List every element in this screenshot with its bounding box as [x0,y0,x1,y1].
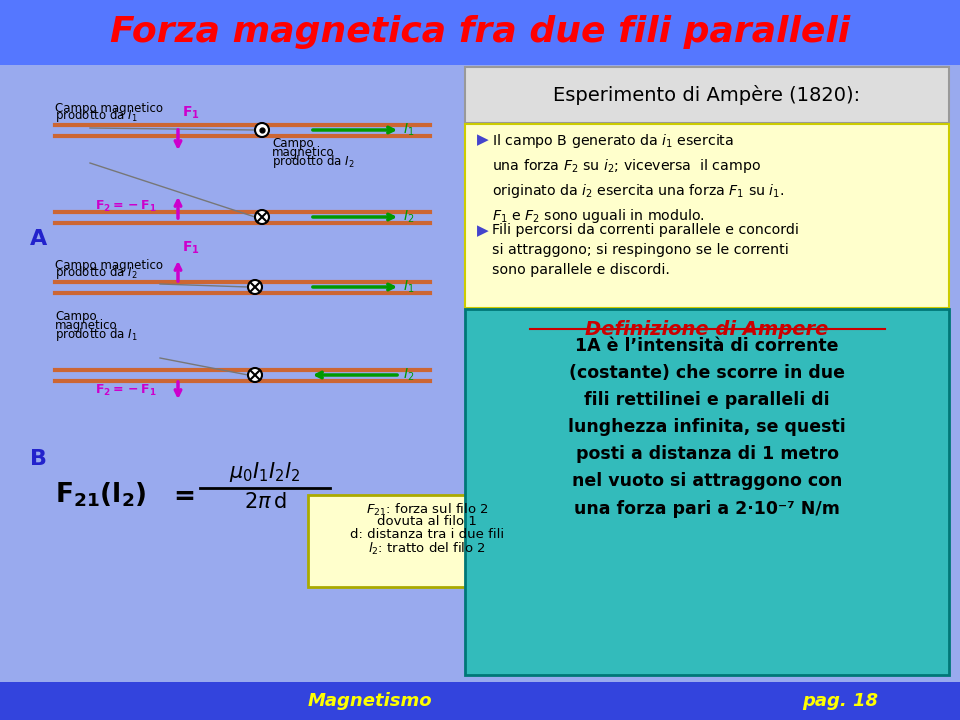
Text: $\mathbf{F_1}$: $\mathbf{F_1}$ [182,104,200,121]
Text: $\mathbf{F_{21}(l_2)}$: $\mathbf{F_{21}(l_2)}$ [55,481,147,509]
Circle shape [248,280,262,294]
Text: dovuta al filo 1: dovuta al filo 1 [377,515,477,528]
Text: Campo magnetico: Campo magnetico [55,259,163,272]
Text: d: distanza tra i due fili: d: distanza tra i due fili [350,528,504,541]
Text: prodotto da $I_2$: prodotto da $I_2$ [55,264,137,281]
Text: Definizione di Ampere: Definizione di Ampere [586,320,828,339]
Bar [0,0,960,65]
Text: Campo: Campo [55,310,97,323]
Text: Fili percorsi da correnti parallele e concordi
si attraggono; si respingono se l: Fili percorsi da correnti parallele e co… [492,223,799,277]
FancyBboxPatch shape [465,67,949,123]
Text: 1A è l’intensità di corrente
(costante) che scorre in due
fili rettilinei e para: 1A è l’intensità di corrente (costante) … [568,337,846,518]
Text: $I_2$: $I_2$ [403,366,415,383]
Circle shape [248,368,262,382]
FancyBboxPatch shape [465,124,949,308]
Text: prodotto da $I_1$: prodotto da $I_1$ [55,107,137,124]
FancyBboxPatch shape [465,309,949,675]
Text: $\mathbf{=}$: $\mathbf{=}$ [168,482,194,508]
Bar [0,682,960,720]
Text: $F_{21}$: forza sul filo 2: $F_{21}$: forza sul filo 2 [366,502,489,518]
Text: $\mathbf{F_2 = -F_1}$: $\mathbf{F_2 = -F_1}$ [95,382,156,397]
Text: magnetico: magnetico [55,319,118,332]
Text: Il campo B generato da $i_1$ esercita
una forza $F_2$ su $i_2$; viceversa  il ca: Il campo B generato da $i_1$ esercita un… [492,132,784,225]
Bar [0,65,960,682]
FancyBboxPatch shape [308,495,547,587]
Text: $2\pi\,\mathrm{d}$: $2\pi\,\mathrm{d}$ [244,492,286,512]
Text: $\mathbf{F_1}$: $\mathbf{F_1}$ [182,240,200,256]
Text: $\mathbf{F_2 = -F_1}$: $\mathbf{F_2 = -F_1}$ [95,199,156,214]
Text: Campo magnetico: Campo magnetico [55,102,163,115]
Text: Campo: Campo [272,137,314,150]
Text: magnetico: magnetico [272,146,335,159]
Text: prodotto da $I_2$: prodotto da $I_2$ [272,153,354,170]
Text: Magnetismo: Magnetismo [308,692,432,710]
Text: Esperimento di Ampère (1820):: Esperimento di Ampère (1820): [553,85,860,105]
Text: $I_1$: $I_1$ [403,122,415,138]
Text: B: B [30,449,47,469]
Text: $l_2$: tratto del filo 2: $l_2$: tratto del filo 2 [368,541,486,557]
Text: $I_1$: $I_1$ [403,279,415,295]
Text: pag. 18: pag. 18 [802,692,878,710]
Text: Forza magnetica fra due fili paralleli: Forza magnetica fra due fili paralleli [110,15,850,49]
Text: prodotto da $I_1$: prodotto da $I_1$ [55,326,137,343]
Text: ▶: ▶ [477,223,489,238]
Text: $\mu_0 I_1 I_2 l_2$: $\mu_0 I_1 I_2 l_2$ [229,460,300,484]
Circle shape [255,210,269,224]
Circle shape [255,123,269,137]
Text: $I_2$: $I_2$ [403,209,415,225]
Text: A: A [30,229,47,249]
Text: ▶: ▶ [477,132,489,147]
